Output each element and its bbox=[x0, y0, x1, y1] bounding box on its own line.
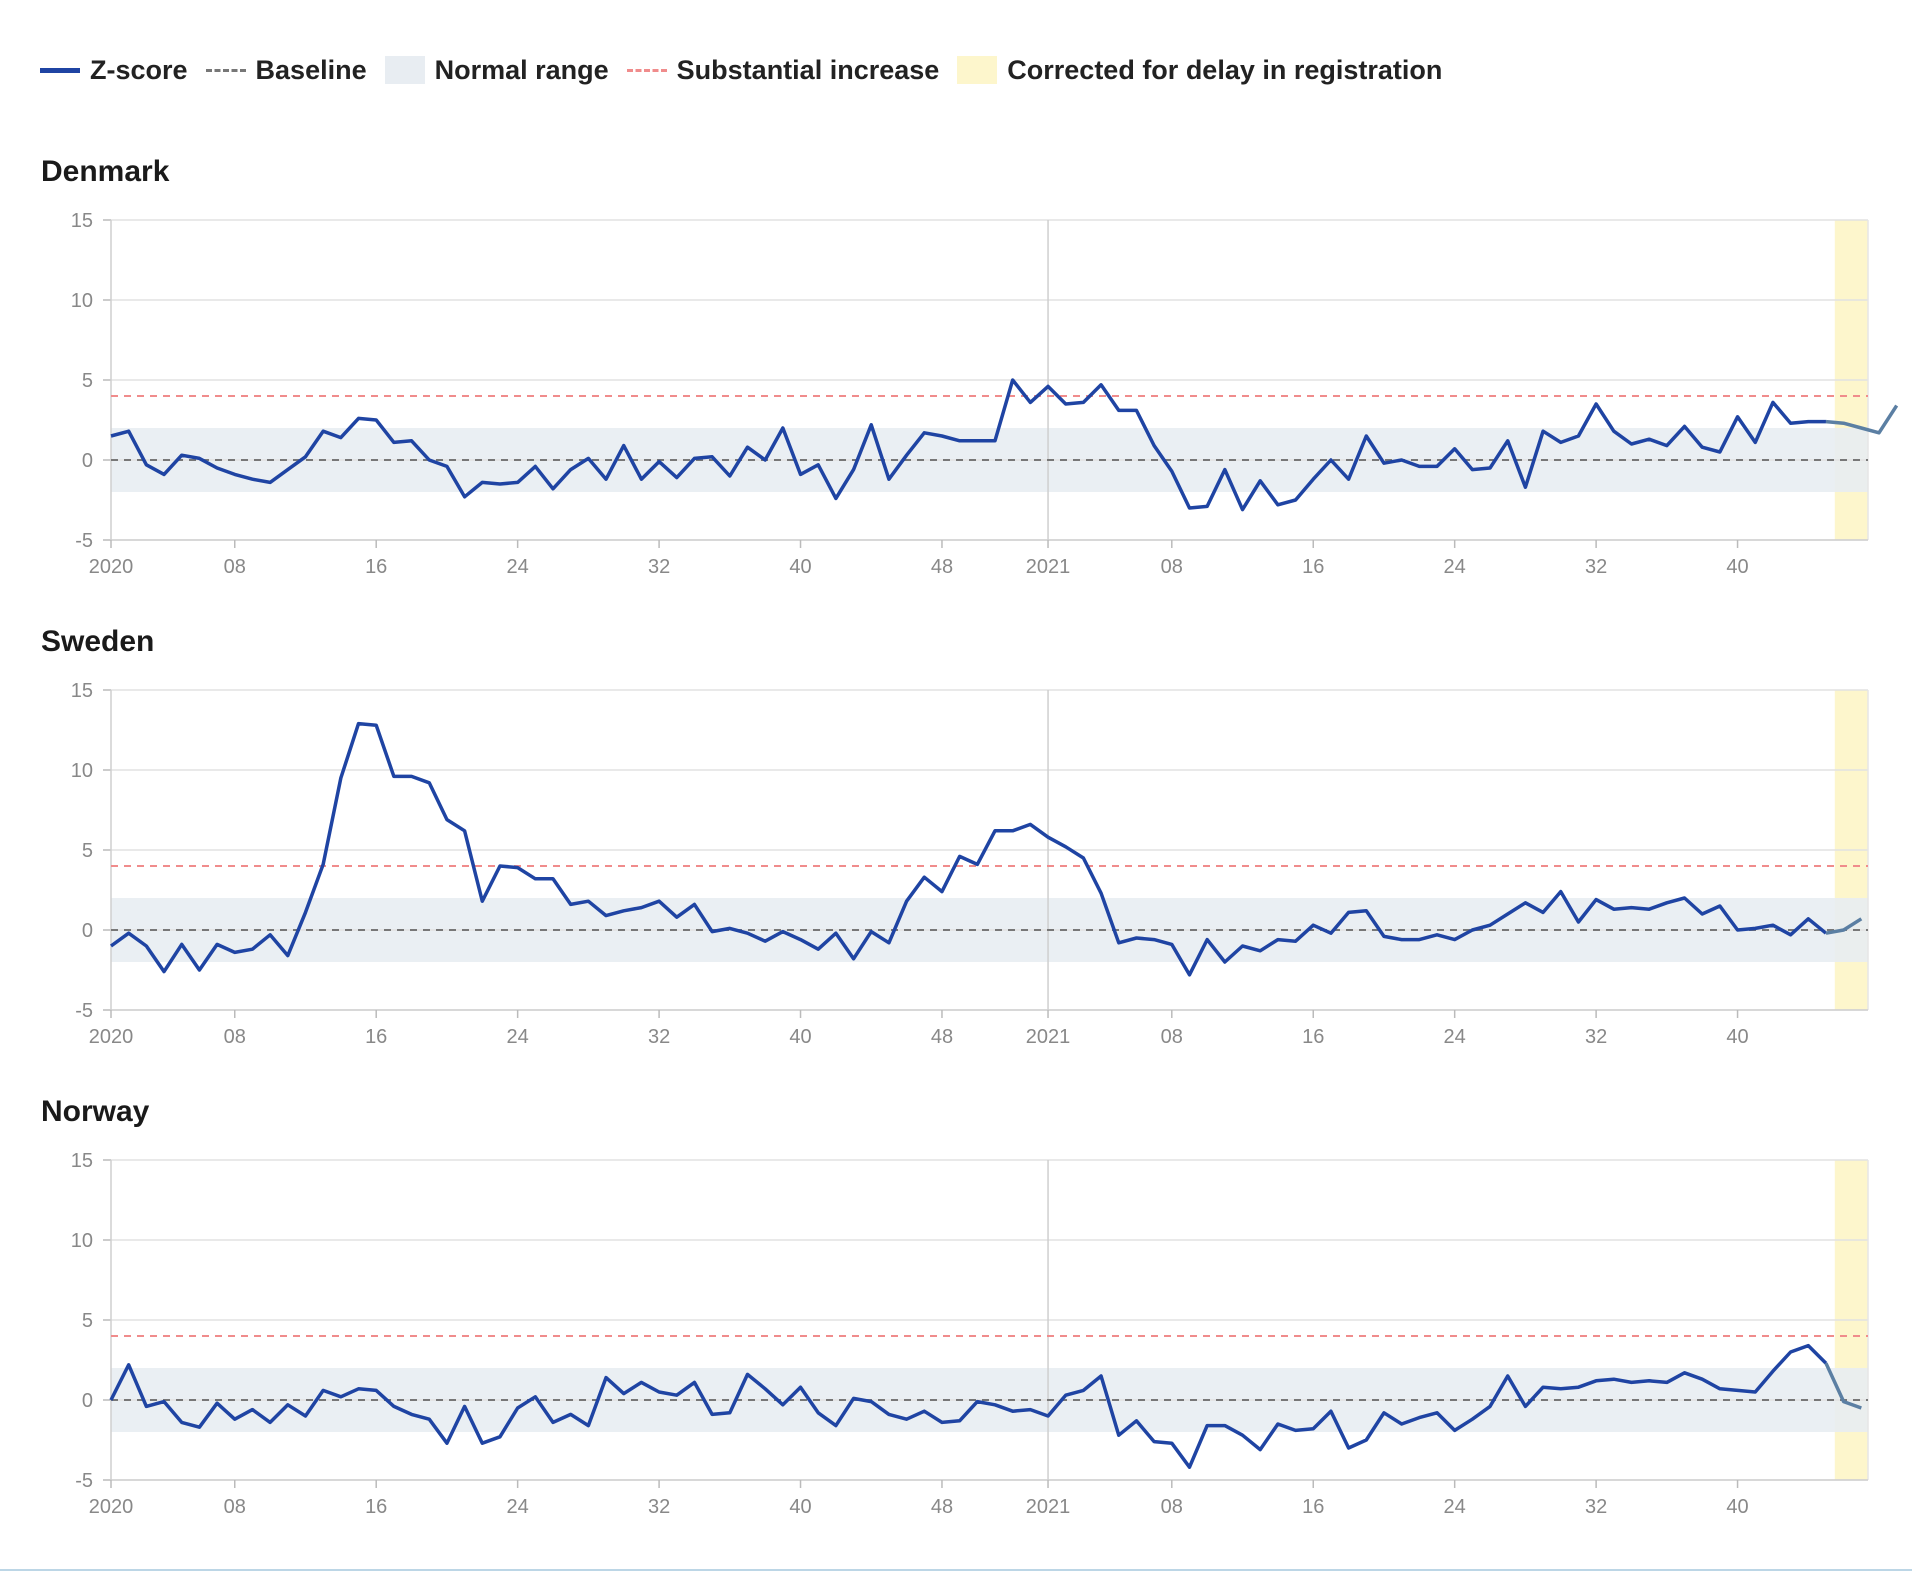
x-tick-label: 32 bbox=[1585, 1496, 1607, 1518]
chart-norway: 15 10 5 0 -5 2020 08 16 24 32 40 48 2021 08 16 24 32 40 bbox=[71, 1150, 1869, 1518]
x-tick-label: 24 bbox=[507, 1026, 529, 1048]
normal-range-swatch-icon bbox=[384, 56, 425, 84]
x-tick-label: 24 bbox=[507, 1496, 529, 1518]
zscore-series-line bbox=[109, 1343, 1828, 1469]
bottom-divider bbox=[0, 1569, 1912, 1571]
x-tick-label: 2021 bbox=[1026, 1026, 1071, 1048]
x-tick-label: 16 bbox=[365, 556, 387, 578]
chart-title-sweden: Sweden bbox=[41, 625, 155, 658]
y-tick-label: -5 bbox=[75, 530, 93, 552]
y-tick-label: 15 bbox=[71, 1150, 93, 1172]
y-tick-label: 0 bbox=[82, 920, 93, 942]
legend-label-zscore: Z-score bbox=[90, 54, 188, 85]
legend-label-substantial-increase: Substantial increase bbox=[676, 54, 940, 85]
legend-item-normal-range[interactable]: Normal range bbox=[384, 54, 609, 86]
x-tick-label: 24 bbox=[1444, 556, 1466, 578]
zscore-series-line bbox=[109, 721, 1828, 977]
chart-sweden: 15 10 5 0 -5 2020 08 16 24 32 40 48 2021 08 16 24 32 40 bbox=[71, 680, 1869, 1048]
y-tick-label: 5 bbox=[82, 840, 93, 862]
y-tick-label: -5 bbox=[75, 1470, 93, 1492]
x-tick-label: 48 bbox=[931, 556, 953, 578]
x-tick-label: 08 bbox=[224, 1026, 246, 1048]
y-tick-label: -5 bbox=[75, 1000, 93, 1022]
y-tick-label: 5 bbox=[82, 370, 93, 392]
x-tick-label: 2020 bbox=[89, 1496, 134, 1518]
legend-item-corrected[interactable]: Corrected for delay in registration bbox=[957, 55, 1442, 86]
x-tick-label: 08 bbox=[224, 556, 246, 578]
legend-label-normal-range: Normal range bbox=[434, 54, 609, 85]
y-tick-label: 10 bbox=[71, 760, 93, 782]
x-tick-label: 32 bbox=[648, 1496, 670, 1518]
legend-item-baseline[interactable]: Baseline bbox=[205, 54, 367, 86]
x-tick-label: 16 bbox=[1302, 1496, 1324, 1518]
x-tick-label: 16 bbox=[365, 1026, 387, 1048]
x-tick-label: 2021 bbox=[1026, 556, 1071, 578]
x-tick-label: 16 bbox=[1302, 556, 1324, 578]
x-tick-label: 40 bbox=[789, 1026, 811, 1048]
x-tick-label: 32 bbox=[648, 556, 670, 578]
x-tick-label: 2020 bbox=[89, 1026, 134, 1048]
zscore-series-line bbox=[110, 378, 1826, 512]
x-tick-label: 2021 bbox=[1026, 1496, 1071, 1518]
x-tick-label: 40 bbox=[789, 1496, 811, 1518]
x-tick-label: 40 bbox=[789, 556, 811, 578]
x-tick-label: 40 bbox=[1726, 1496, 1748, 1518]
chart-title-norway: Norway bbox=[41, 1095, 150, 1128]
chart-denmark: 15 10 5 0 -5 2020 08 16 24 32 40 48 2021 08 16 24 32 40 bbox=[71, 210, 1899, 578]
y-tick-label: 10 bbox=[71, 290, 93, 312]
x-tick-label: 08 bbox=[1161, 1496, 1183, 1518]
x-tick-label: 08 bbox=[1161, 1026, 1183, 1048]
legend-label-corrected: Corrected for delay in registration bbox=[1007, 54, 1443, 85]
x-tick-label: 16 bbox=[365, 1496, 387, 1518]
legend-item-substantial-increase[interactable]: Substantial increase bbox=[626, 54, 940, 86]
legend: Z-score Baseline Normal range Substantia… bbox=[40, 50, 1442, 90]
x-tick-label: 40 bbox=[1726, 556, 1748, 578]
y-tick-label: 10 bbox=[71, 1230, 93, 1252]
y-tick-label: 15 bbox=[71, 210, 93, 232]
corrected-swatch-icon bbox=[957, 56, 998, 84]
x-tick-label: 16 bbox=[1302, 1026, 1324, 1048]
x-tick-label: 24 bbox=[1444, 1026, 1466, 1048]
zscore-swatch-icon bbox=[40, 67, 80, 73]
x-tick-label: 32 bbox=[1585, 556, 1607, 578]
y-tick-label: 5 bbox=[82, 1310, 93, 1332]
x-tick-label: 48 bbox=[931, 1496, 953, 1518]
x-tick-label: 08 bbox=[1161, 556, 1183, 578]
legend-item-zscore[interactable]: Z-score bbox=[40, 55, 188, 86]
x-tick-label: 24 bbox=[1444, 1496, 1466, 1518]
legend-label-baseline: Baseline bbox=[255, 54, 367, 85]
substantial-increase-swatch-icon bbox=[626, 68, 667, 72]
x-tick-label: 24 bbox=[507, 556, 529, 578]
x-tick-label: 08 bbox=[224, 1496, 246, 1518]
x-tick-label: 2020 bbox=[89, 556, 134, 578]
baseline-swatch-icon bbox=[205, 68, 246, 72]
x-tick-label: 40 bbox=[1726, 1026, 1748, 1048]
y-tick-label: 0 bbox=[82, 1390, 93, 1412]
x-tick-label: 32 bbox=[1585, 1026, 1607, 1048]
y-tick-label: 0 bbox=[82, 450, 93, 472]
chart-title-denmark: Denmark bbox=[41, 155, 170, 188]
x-tick-label: 48 bbox=[931, 1026, 953, 1048]
x-tick-label: 32 bbox=[648, 1026, 670, 1048]
y-tick-label: 15 bbox=[71, 680, 93, 702]
